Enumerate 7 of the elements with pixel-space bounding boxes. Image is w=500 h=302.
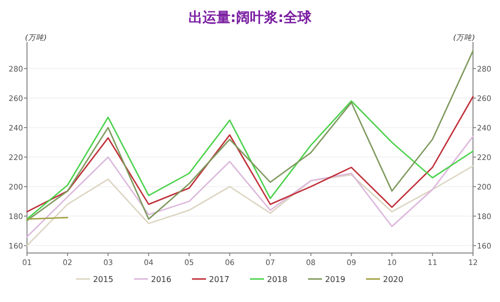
legend-label: 2015 [93, 275, 114, 284]
legend-label: 2018 [267, 275, 288, 284]
legend-label: 2019 [325, 275, 346, 284]
legend-label: 2016 [151, 275, 172, 284]
legend-label: 2020 [383, 275, 404, 284]
legend-label: 2017 [209, 275, 230, 284]
chart-title: 出运量:阔叶浆:全球 [188, 10, 313, 26]
